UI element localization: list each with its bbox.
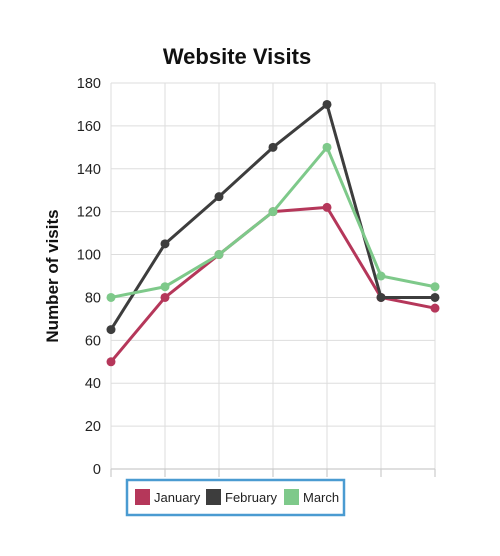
data-point bbox=[160, 282, 170, 292]
series-lines bbox=[106, 99, 440, 367]
data-point bbox=[322, 202, 332, 212]
y-tick-label: 80 bbox=[85, 290, 101, 306]
y-tick-label: 60 bbox=[85, 333, 101, 349]
data-point bbox=[322, 142, 332, 152]
y-tick-label: 100 bbox=[77, 248, 101, 264]
y-tick-label: 0 bbox=[93, 462, 101, 478]
data-point bbox=[376, 292, 386, 302]
legend-swatch bbox=[135, 489, 150, 505]
y-tick-label: 180 bbox=[77, 76, 101, 92]
chart-title: Website Visits bbox=[163, 44, 311, 69]
data-point bbox=[106, 325, 116, 335]
legend-swatch bbox=[284, 489, 299, 505]
data-point bbox=[160, 292, 170, 302]
data-point bbox=[160, 239, 170, 249]
data-point bbox=[430, 282, 440, 292]
legend: January February March bbox=[125, 478, 346, 517]
legend-label: March bbox=[303, 490, 339, 505]
data-point bbox=[430, 303, 440, 313]
legend-label: January bbox=[154, 490, 201, 505]
legend-swatch bbox=[206, 489, 221, 505]
data-point bbox=[376, 271, 386, 281]
y-tick-label: 160 bbox=[77, 119, 101, 135]
legend-label: February bbox=[225, 490, 278, 505]
y-tick-label: 40 bbox=[85, 376, 101, 392]
data-point bbox=[430, 292, 440, 302]
data-point bbox=[214, 250, 224, 260]
y-axis-label: Number of visits bbox=[43, 209, 62, 342]
data-point bbox=[268, 142, 278, 152]
y-tick-label: 120 bbox=[77, 205, 101, 221]
data-point bbox=[106, 357, 116, 367]
y-tick-label: 20 bbox=[85, 419, 101, 435]
data-point bbox=[106, 292, 116, 302]
legend-item-february: February bbox=[206, 489, 278, 505]
data-point bbox=[322, 99, 332, 109]
legend-item-january: January bbox=[135, 489, 201, 505]
y-tick-label: 140 bbox=[77, 162, 101, 178]
legend-item-march: March bbox=[284, 489, 339, 505]
series-february bbox=[106, 99, 440, 335]
series-march bbox=[106, 142, 440, 302]
axes: 0 20 40 60 80 100 120 140 160 180 bbox=[77, 76, 436, 478]
legend-frame bbox=[125, 478, 346, 517]
data-point bbox=[214, 192, 224, 202]
data-point bbox=[268, 207, 278, 217]
